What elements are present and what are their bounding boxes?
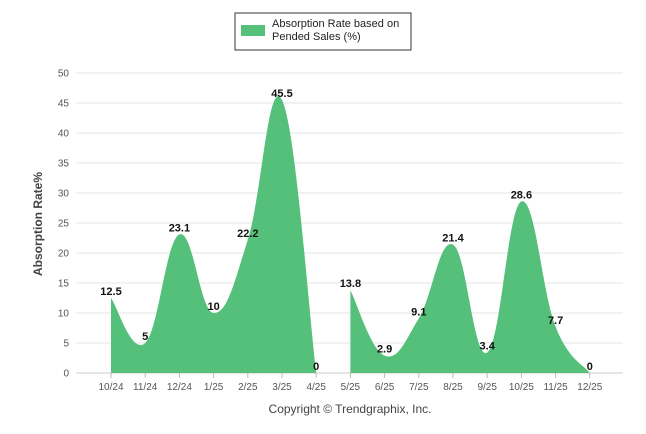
- data-label: 0: [587, 361, 593, 373]
- y-tick-label: 20: [58, 249, 70, 260]
- x-axis-ticks: 10/24 11/24 12/24 1/25 2/25 3/25 4/25 5/25 6/25 7…: [98, 373, 603, 393]
- y-tick-label: 0: [63, 369, 69, 380]
- data-labels: 12.5 5 23.1 10 22.2 45.5 0 13.8 2.9 9.1 21.4 3.4 28.…: [100, 88, 593, 373]
- data-label: 2.9: [377, 344, 392, 356]
- area-segment: [111, 96, 317, 373]
- copyright-text: Copyright © Trendgraphix, Inc.: [269, 402, 432, 416]
- data-label: 5: [142, 331, 148, 343]
- x-tick-label: 11/25: [543, 382, 568, 393]
- legend-label-line-2: Pended Sales (%): [272, 31, 361, 43]
- y-tick-label: 10: [58, 309, 70, 320]
- data-label: 7.7: [548, 315, 563, 327]
- x-tick-label: 8/25: [443, 382, 463, 393]
- y-tick-label: 5: [63, 339, 69, 350]
- x-tick-label: 12/24: [167, 382, 192, 393]
- area-series: [111, 96, 590, 373]
- data-label: 13.8: [340, 278, 361, 290]
- data-label: 21.4: [442, 233, 464, 245]
- data-label: 3.4: [480, 341, 496, 353]
- x-tick-label: 12/25: [577, 382, 602, 393]
- y-tick-label: 40: [58, 129, 70, 140]
- x-tick-label: 1/25: [204, 382, 224, 393]
- legend-label-line-1: Absorption Rate based on: [272, 18, 399, 30]
- legend[interactable]: Absorption Rate based on Pended Sales (%…: [234, 12, 412, 51]
- y-tick-label: 50: [58, 69, 70, 80]
- x-tick-label: 2/25: [238, 382, 258, 393]
- data-label: 10: [207, 301, 219, 313]
- data-label: 9.1: [411, 306, 426, 318]
- x-tick-label: 9/25: [477, 382, 497, 393]
- data-label: 45.5: [271, 88, 292, 100]
- x-tick-label: 4/25: [306, 382, 326, 393]
- y-tick-label: 25: [58, 219, 70, 230]
- data-label: 0: [313, 361, 319, 373]
- x-tick-label: 3/25: [272, 382, 292, 393]
- x-tick-label: 7/25: [409, 382, 429, 393]
- y-axis-ticks: 0 5 10 15 20 25 30 35 40 45 50: [58, 69, 70, 380]
- area-segment: [350, 201, 590, 373]
- y-tick-label: 30: [58, 189, 70, 200]
- data-label: 23.1: [169, 222, 190, 234]
- y-axis-label: Absorption Rate%: [31, 172, 45, 276]
- x-tick-label: 10/24: [98, 382, 123, 393]
- data-label: 28.6: [511, 189, 532, 201]
- x-tick-label: 6/25: [375, 382, 395, 393]
- legend-swatch: [241, 25, 265, 36]
- y-tick-label: 15: [58, 279, 70, 290]
- x-tick-label: 10/25: [509, 382, 534, 393]
- y-tick-label: 45: [58, 99, 70, 110]
- x-tick-label: 11/24: [133, 382, 158, 393]
- data-label: 22.2: [237, 228, 258, 240]
- data-label: 12.5: [100, 286, 121, 298]
- x-tick-label: 5/25: [341, 382, 361, 393]
- y-tick-label: 35: [58, 159, 70, 170]
